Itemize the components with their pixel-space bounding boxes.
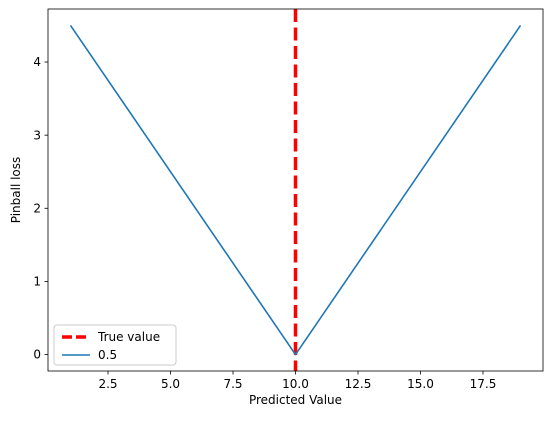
x-tick-label: 12.5 xyxy=(345,377,372,391)
y-tick-label: 4 xyxy=(33,55,41,69)
legend-label-series: 0.5 xyxy=(98,348,117,362)
plot-area xyxy=(69,9,522,371)
x-tick-label: 17.5 xyxy=(470,377,497,391)
y-axis: 0 1 2 3 4 xyxy=(33,55,48,362)
legend: True value 0.5 xyxy=(53,324,177,366)
x-tick-label: 5.0 xyxy=(161,377,180,391)
legend-label-true-value: True value xyxy=(97,330,160,344)
y-tick-label: 2 xyxy=(33,201,41,215)
x-tick-label: 15.0 xyxy=(407,377,434,391)
x-tick-label: 2.5 xyxy=(98,377,117,391)
x-axis: 2.5 5.0 7.5 10.0 12.5 15.0 17.5 xyxy=(98,371,496,391)
y-tick-label: 3 xyxy=(33,128,41,142)
series-line-0 xyxy=(69,24,522,356)
x-tick-label: 7.5 xyxy=(223,377,242,391)
y-axis-label: Pinball loss xyxy=(9,157,23,224)
x-tick-label: 10.0 xyxy=(282,377,309,391)
y-tick-label: 0 xyxy=(33,348,41,362)
x-axis-label: Predicted Value xyxy=(249,393,342,407)
y-tick-label: 1 xyxy=(33,275,41,289)
